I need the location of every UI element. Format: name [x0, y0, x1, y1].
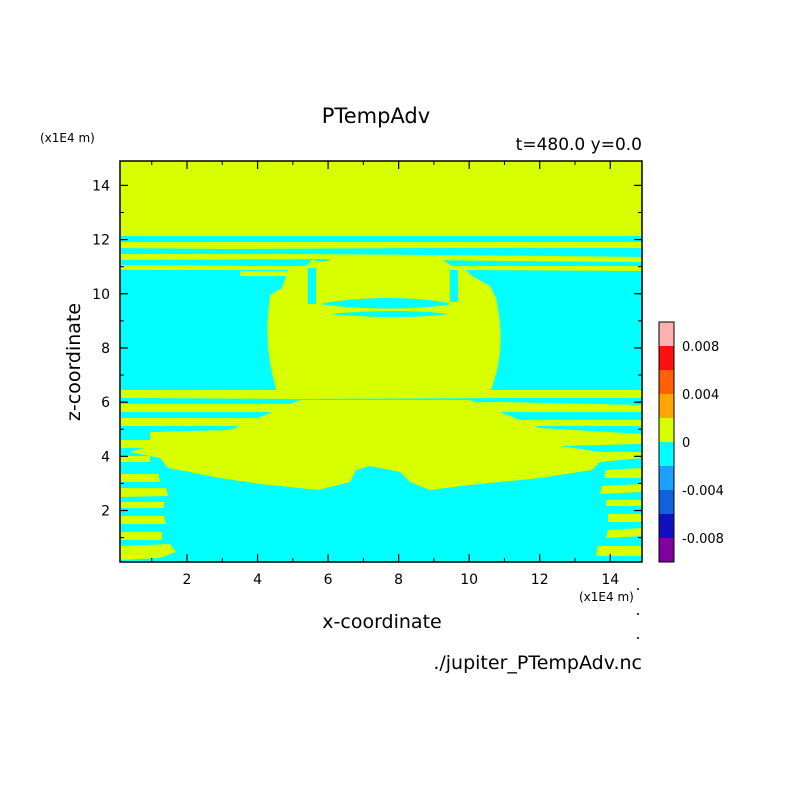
colorbar-tick-label: 0: [682, 436, 690, 451]
y-tick-label: 8: [101, 341, 110, 357]
colorbar-swatch: [659, 370, 674, 394]
central-blob: [267, 254, 501, 396]
left-stripe: [120, 440, 160, 448]
y-axis-label: z-coordinate: [63, 303, 85, 421]
right-stripe: [596, 546, 642, 556]
plot-frame: [119, 160, 643, 563]
x-tick-label: 2: [183, 572, 192, 588]
colorbar: -0.008 -0.004 0 0.004 0.008: [658, 321, 724, 563]
right-stripe: [606, 500, 642, 506]
left-stripe: [120, 488, 168, 497]
right-stripe: [608, 514, 642, 522]
colorbar-swatch: [659, 514, 674, 538]
right-stripe: [606, 528, 642, 538]
upper-stripe: [120, 242, 642, 249]
colorbar-swatch: [659, 538, 674, 562]
x-tick-label: 6: [324, 572, 333, 588]
left-stripe: [120, 474, 160, 482]
corner-dot: [637, 588, 639, 590]
colorbar-tick-label: 0.004: [682, 388, 719, 403]
left-stripe: [120, 516, 166, 524]
blob-hole: [450, 270, 458, 302]
x-axis: 2 4 6 8 10 12 14: [151, 161, 619, 588]
blob-hole: [330, 311, 448, 317]
colorbar-swatch: [659, 394, 674, 418]
colorbar-swatch: [659, 418, 674, 442]
left-stripe: [120, 532, 162, 540]
x-tick-label: 4: [253, 572, 262, 588]
y-tick-label: 2: [101, 504, 110, 520]
chart-title: PTempAdv: [322, 104, 430, 128]
left-stripe: [120, 456, 150, 462]
x-axis-label: x-coordinate: [322, 611, 441, 633]
y-tick-label: 12: [92, 233, 110, 249]
x-tick-label: 8: [394, 572, 403, 588]
colorbar-tick-label: -0.004: [682, 484, 724, 499]
y-tick-label: 4: [101, 449, 110, 465]
colorbar-swatch: [659, 346, 674, 370]
chart-subtitle: t=480.0 y=0.0: [516, 135, 642, 155]
left-stripe: [120, 544, 176, 560]
x-tick-label: 14: [601, 572, 619, 588]
corner-dot: [637, 637, 639, 639]
blob-hole: [308, 268, 316, 304]
right-stripe: [600, 484, 642, 494]
colorbar-swatch: [659, 466, 674, 490]
colorbar-swatch: [659, 322, 674, 346]
x-tick-label: 12: [531, 572, 549, 588]
top-layer: [120, 161, 642, 236]
colorbar-swatch: [659, 490, 674, 514]
mid-stripe: [120, 390, 642, 399]
y-tick-label: 10: [92, 287, 110, 303]
plot-area: [119, 160, 643, 563]
y-unit-label: (x1E4 m): [40, 131, 95, 145]
x-tick-label: 10: [460, 572, 478, 588]
x-unit-label: (x1E4 m): [579, 590, 634, 604]
middle-band: [130, 400, 642, 490]
blob-hole: [320, 298, 452, 309]
right-stripe: [604, 468, 642, 478]
left-stripe: [120, 502, 164, 508]
colorbar-tick-label: -0.008: [682, 532, 724, 547]
y-axis: 2 4 6 8 10 12 14: [92, 178, 642, 539]
colorbar-frame: [658, 321, 675, 563]
colorbar-swatch: [659, 442, 674, 466]
y-tick-label: 14: [92, 178, 110, 194]
y-tick-label: 6: [101, 395, 110, 411]
source-file-label: ./jupiter_PTempAdv.nc: [433, 652, 642, 674]
corner-dot: [637, 613, 639, 615]
colorbar-tick-label: 0.008: [682, 340, 719, 355]
